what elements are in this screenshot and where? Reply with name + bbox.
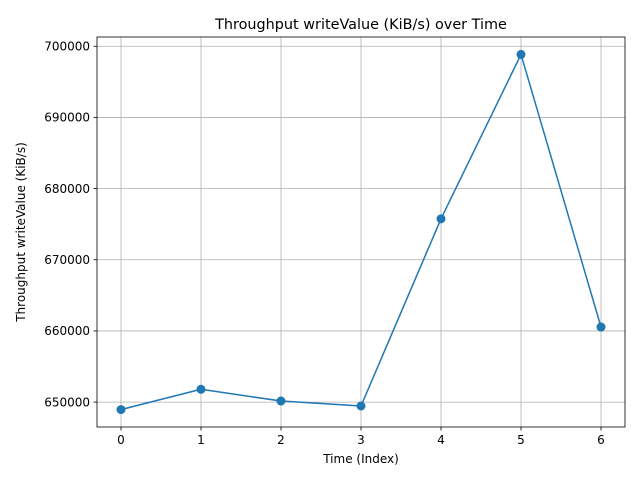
x-tick-label: 0 [117,433,125,447]
y-tick-label: 650000 [44,395,90,409]
data-point [196,384,206,394]
x-tick-label: 5 [517,433,525,447]
chart-title: Throughput writeValue (KiB/s) over Time [214,17,507,33]
x-tick-label: 6 [597,433,605,447]
data-point [596,322,606,332]
x-tick-label: 1 [197,433,205,447]
data-point [516,49,526,59]
y-tick-label: 700000 [44,40,90,54]
data-point [276,396,286,406]
plot-frame [96,36,626,428]
y-tick-label: 660000 [44,324,90,338]
x-tick-label: 3 [357,433,365,447]
y-tick-label: 680000 [44,182,90,196]
x-tick-label: 2 [277,433,285,447]
y-tick-label: 670000 [44,253,90,267]
data-point [116,405,126,415]
axis-ticks: 0 1 2 3 4 5 6 650000 660000 670000 680000 690000 700… [44,40,605,447]
data-series [116,49,606,415]
grid-lines [97,37,625,427]
x-tick-label: 4 [437,433,445,447]
y-axis-title: Throughput writeValue (KiB/s) [14,142,28,323]
y-tick-label: 690000 [44,111,90,125]
data-point [356,401,366,411]
x-axis-title: Time (Index) [322,452,399,466]
data-point [436,214,446,224]
